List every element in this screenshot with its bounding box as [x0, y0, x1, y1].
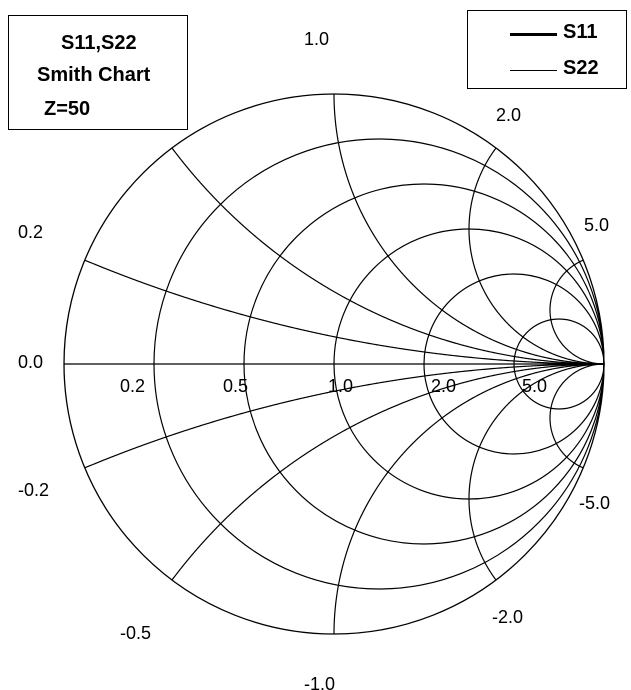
resistance-label-5-0: 5.0: [522, 376, 547, 396]
legend-swatch-s11: [510, 33, 557, 36]
reactance-arc-pos-5: [549, 259, 605, 365]
resistance-label-0-5: 0.5: [223, 376, 248, 396]
chart-title-box: S11,S22 Smith Chart Z=50: [8, 15, 188, 130]
reactance-arc-pos-0-2: [84, 259, 604, 365]
reactance-label-pos-0-2: 0.2: [18, 222, 43, 242]
chart-legend: S11 S22: [467, 10, 627, 89]
reactance-label-pos-1-0: 1.0: [304, 29, 329, 49]
reactance-label-neg-0-2: -0.2: [18, 480, 49, 500]
reactance-label-pos-5-0: 5.0: [584, 215, 609, 235]
reactance-arc-pos-1: [333, 94, 604, 365]
reactance-label-pos-2-0: 2.0: [496, 105, 521, 125]
reactance-label-neg-1-0: -1.0: [304, 674, 335, 690]
smith-grid: [63, 93, 605, 635]
reactance-label-zero: 0.0: [18, 352, 43, 372]
legend-swatch-s22: [510, 70, 557, 71]
reactance-arc-neg-2: [468, 363, 605, 581]
reactance-arc-neg-0-2: [84, 363, 604, 469]
chart-title-line-1: S11,S22: [61, 32, 137, 54]
reactance-arc-neg-5: [549, 363, 605, 469]
chart-title-line-3: Z=50: [44, 98, 91, 120]
reactance-arc-pos-0-5: [171, 147, 604, 365]
resistance-label-2-0: 2.0: [431, 376, 456, 396]
legend-entry-s11: S11: [468, 19, 626, 49]
resistance-label-1-0: 1.0: [328, 376, 353, 396]
reactance-label-neg-2-0: -2.0: [492, 607, 523, 627]
reactance-arc-pos-2: [468, 147, 605, 365]
resistance-label-0-2: 0.2: [120, 376, 145, 396]
legend-entry-s22: S22: [468, 55, 626, 85]
reactance-label-neg-5-0: -5.0: [579, 493, 610, 513]
reactance-label-neg-0-5: -0.5: [120, 623, 151, 643]
chart-title-line-2: Smith Chart: [37, 64, 151, 86]
legend-label-s11: S11: [563, 21, 598, 43]
reactance-arc-neg-0-5: [171, 363, 604, 581]
legend-label-s22: S22: [563, 57, 599, 79]
reactance-arc-neg-1: [333, 363, 604, 634]
